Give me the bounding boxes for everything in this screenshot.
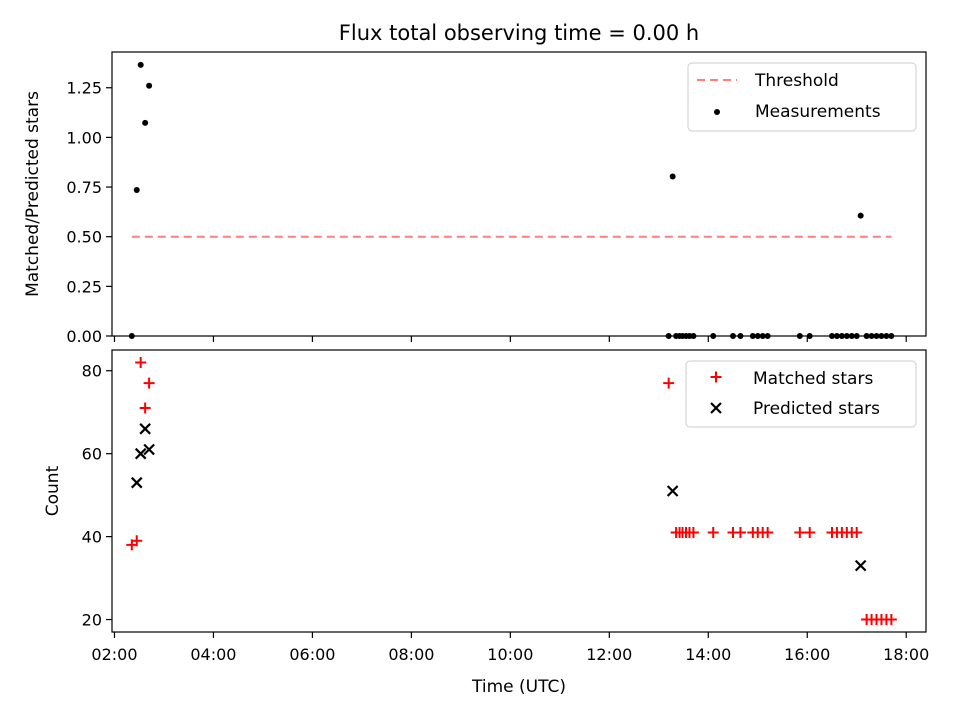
x-tick-label: 14:00 [685, 645, 731, 664]
matched-star-marker [734, 526, 746, 538]
y-tick-label: 0.00 [66, 327, 102, 346]
axes-frame [111, 349, 927, 633]
y-tick-label: 40 [82, 528, 102, 547]
y-tick-label: 20 [82, 611, 102, 630]
matched-star-marker [804, 526, 816, 538]
axes-frame [111, 51, 927, 337]
predicted-star-marker [143, 443, 155, 456]
measurement-point [857, 212, 864, 219]
x-tick-label: 06:00 [289, 645, 335, 664]
legend-predicted-label: Predicted stars [753, 399, 880, 419]
legend-measurements-swatch [714, 109, 720, 115]
bottom-panel: 20 40 60 80 02:00 04:00 06:00 08:00 10:00 12:00 14… [43, 349, 929, 664]
predicted-star-marker [139, 423, 151, 435]
measurement-point [669, 173, 676, 180]
x-tick-label: 02:00 [91, 645, 137, 664]
matched-star-marker [794, 526, 806, 538]
top-panel: 0.00 0.25 0.50 0.75 1.00 1.25 Matched/Predicte… [23, 51, 927, 346]
matched-star-marker [131, 535, 143, 547]
y-axis-label: Matched/Predicted stars [23, 91, 43, 297]
predicted-star-marker [130, 476, 143, 489]
x-tick-label: 18:00 [883, 645, 929, 664]
matched-star-marker [707, 526, 719, 538]
y-tick-label: 60 [82, 445, 102, 464]
legend: Threshold Measurements [687, 62, 917, 132]
legend-box [687, 62, 917, 132]
x-axis-label: Time (UTC) [471, 677, 566, 697]
y-tick-label: 0.50 [66, 228, 102, 247]
x-tick-label: 10:00 [487, 645, 533, 664]
x-tick-label: 04:00 [190, 645, 236, 664]
legend-predicted-swatch [710, 402, 722, 414]
measurement-point [146, 82, 153, 89]
y-axis-label: Count [43, 465, 63, 516]
y-tick-label: 0.75 [66, 178, 102, 197]
x-tick-label: 16:00 [784, 645, 830, 664]
y-tick-label: 1.25 [66, 79, 102, 98]
matched-star-marker [135, 356, 147, 368]
legend-matched-label: Matched stars [753, 369, 873, 389]
matched-star-marker [143, 377, 155, 389]
legend-matched-swatch [710, 371, 722, 383]
matched-star-marker [139, 402, 151, 414]
predicted-star-marker [666, 485, 679, 497]
predicted-star-marker [854, 559, 867, 572]
x-tick-label: 08:00 [388, 645, 434, 664]
matched-star-marker [885, 614, 897, 626]
y-tick-label: 1.00 [66, 128, 102, 147]
matched-star-marker [687, 526, 699, 538]
legend-threshold-label: Threshold [754, 71, 839, 91]
measurement-point [137, 61, 144, 68]
plot-area [126, 356, 897, 626]
matched-star-marker [762, 526, 774, 538]
legend-box [685, 360, 917, 428]
legend-measurements-label: Measurements [755, 102, 881, 122]
chart-title: Flux total observing time = 0.00 h [339, 21, 699, 45]
predicted-star-marker [134, 447, 147, 460]
measurement-point [142, 119, 149, 126]
legend: Matched stars Predicted stars [685, 360, 917, 428]
matched-star-marker [851, 526, 863, 538]
measurement-point [133, 187, 140, 194]
matched-star-marker [663, 377, 675, 389]
y-tick-label: 80 [82, 362, 102, 381]
x-tick-label: 12:00 [586, 645, 632, 664]
y-tick-label: 0.25 [66, 277, 102, 296]
